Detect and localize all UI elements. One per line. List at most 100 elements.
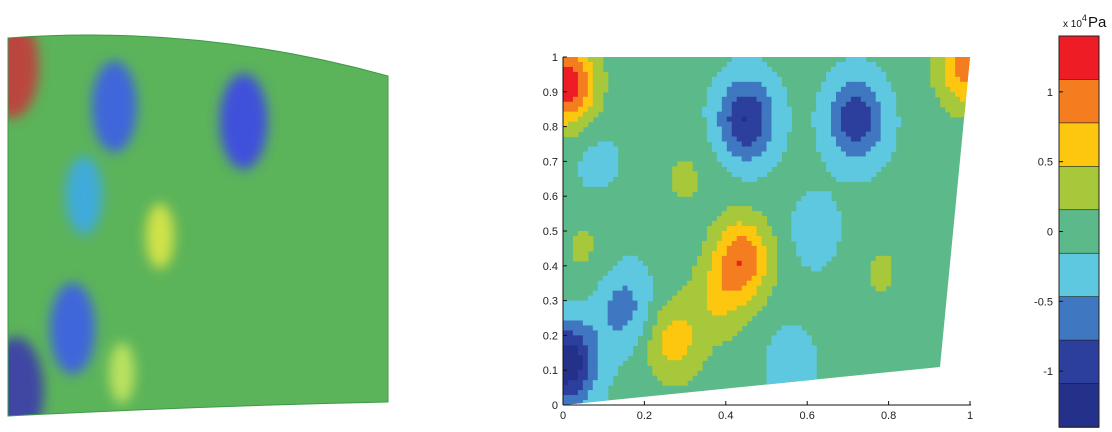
contour-cell	[766, 231, 773, 237]
contour-cell	[716, 116, 723, 123]
contour-cell	[647, 350, 653, 356]
contour-cell	[711, 260, 718, 267]
contour-cell	[821, 240, 827, 247]
contour-cell	[726, 280, 733, 287]
contour-cell	[865, 161, 872, 167]
contour-cell	[791, 385, 797, 391]
contour-cell	[845, 116, 852, 123]
contour-cell	[816, 250, 822, 257]
contour-cell	[756, 96, 763, 103]
contour-cell	[711, 221, 718, 227]
contour-cell	[587, 245, 594, 252]
surface-outline	[7, 34, 389, 417]
contour-cell	[692, 181, 698, 187]
contour-cell	[885, 265, 892, 272]
contour-cell	[592, 156, 599, 162]
contour-cell	[870, 86, 877, 93]
contour-cell	[955, 57, 961, 63]
contour-cell	[821, 96, 827, 103]
contour-cell	[602, 395, 609, 401]
contour-cell	[711, 106, 718, 113]
contour-cell	[880, 255, 887, 262]
contour-cell	[662, 350, 668, 356]
contour-cell	[592, 111, 599, 118]
contour-cell	[682, 300, 688, 307]
contour-cell	[960, 61, 966, 68]
contour-cell	[885, 86, 892, 93]
contour-cell	[880, 91, 887, 98]
contour-cell	[587, 320, 594, 327]
contour-cell	[826, 111, 832, 118]
contour-cell	[855, 141, 862, 148]
contour-cell	[612, 325, 619, 332]
contour-cell	[751, 151, 758, 158]
contour-cell	[687, 290, 693, 297]
contour-cell	[960, 57, 966, 63]
contour-cell	[711, 270, 718, 277]
contour-cell	[860, 66, 867, 73]
contour-cell	[816, 91, 822, 98]
contour-cell	[796, 375, 802, 381]
contour-cell	[711, 280, 718, 287]
contour-cell	[592, 300, 599, 307]
contour-cell	[811, 116, 817, 123]
contour-cell	[806, 231, 812, 237]
contour-cell	[577, 335, 584, 341]
contour-cell	[721, 260, 728, 267]
contour-cell	[955, 86, 961, 93]
contour-cell	[577, 325, 584, 332]
contour-cell	[567, 57, 574, 63]
contour-cell	[860, 161, 867, 167]
contour-cell	[602, 290, 609, 297]
contour-cell	[607, 141, 614, 148]
contour-cell	[880, 106, 887, 113]
colorbar-tick-label: 0.5	[1038, 157, 1053, 169]
contour-cell	[577, 345, 584, 351]
contour-cell	[607, 355, 614, 361]
contour-cell	[736, 136, 743, 143]
contour-cell	[955, 91, 961, 98]
contour-cell	[935, 76, 941, 83]
contour-cell	[940, 91, 946, 98]
contour-cell	[652, 335, 658, 341]
contour-cell	[766, 161, 773, 167]
contour-cell	[657, 310, 663, 317]
contour-cell	[751, 211, 758, 217]
contour-cell	[716, 295, 723, 302]
contour-cell	[746, 57, 753, 63]
contour-cell	[806, 365, 812, 371]
contour-cell	[761, 280, 768, 287]
contour-cell	[746, 250, 753, 257]
contour-cell	[563, 96, 569, 103]
contour-cell	[751, 101, 758, 108]
contour-cell	[622, 355, 629, 361]
contour-cell	[751, 141, 758, 148]
contour-cell	[771, 255, 778, 262]
contour-cell	[786, 345, 792, 351]
contour-cell	[840, 136, 847, 143]
contour-cell	[726, 221, 733, 227]
contour-cell	[835, 116, 842, 123]
contour-cell	[697, 310, 703, 317]
contour-cell	[761, 86, 768, 93]
contour-cell	[687, 335, 693, 341]
x-tick-label: 0	[560, 410, 566, 422]
contour-cell	[751, 76, 758, 83]
contour-cell	[766, 126, 773, 133]
contour-cell	[756, 156, 763, 162]
contour-cell	[736, 76, 743, 83]
contour-cell	[860, 111, 867, 118]
contour-cell	[736, 156, 743, 162]
contour-cell	[840, 156, 847, 162]
contour-cell	[826, 201, 832, 207]
contour-cell	[577, 161, 584, 167]
contour-cell	[572, 315, 579, 322]
contour-cell	[736, 66, 743, 73]
contour-cell	[746, 275, 753, 282]
contour-cell	[701, 106, 708, 113]
contour-cell	[711, 86, 718, 93]
contour-cell	[940, 66, 946, 73]
contour-cell	[622, 260, 629, 267]
contour-cell	[587, 151, 594, 158]
contour-cell	[801, 216, 807, 222]
